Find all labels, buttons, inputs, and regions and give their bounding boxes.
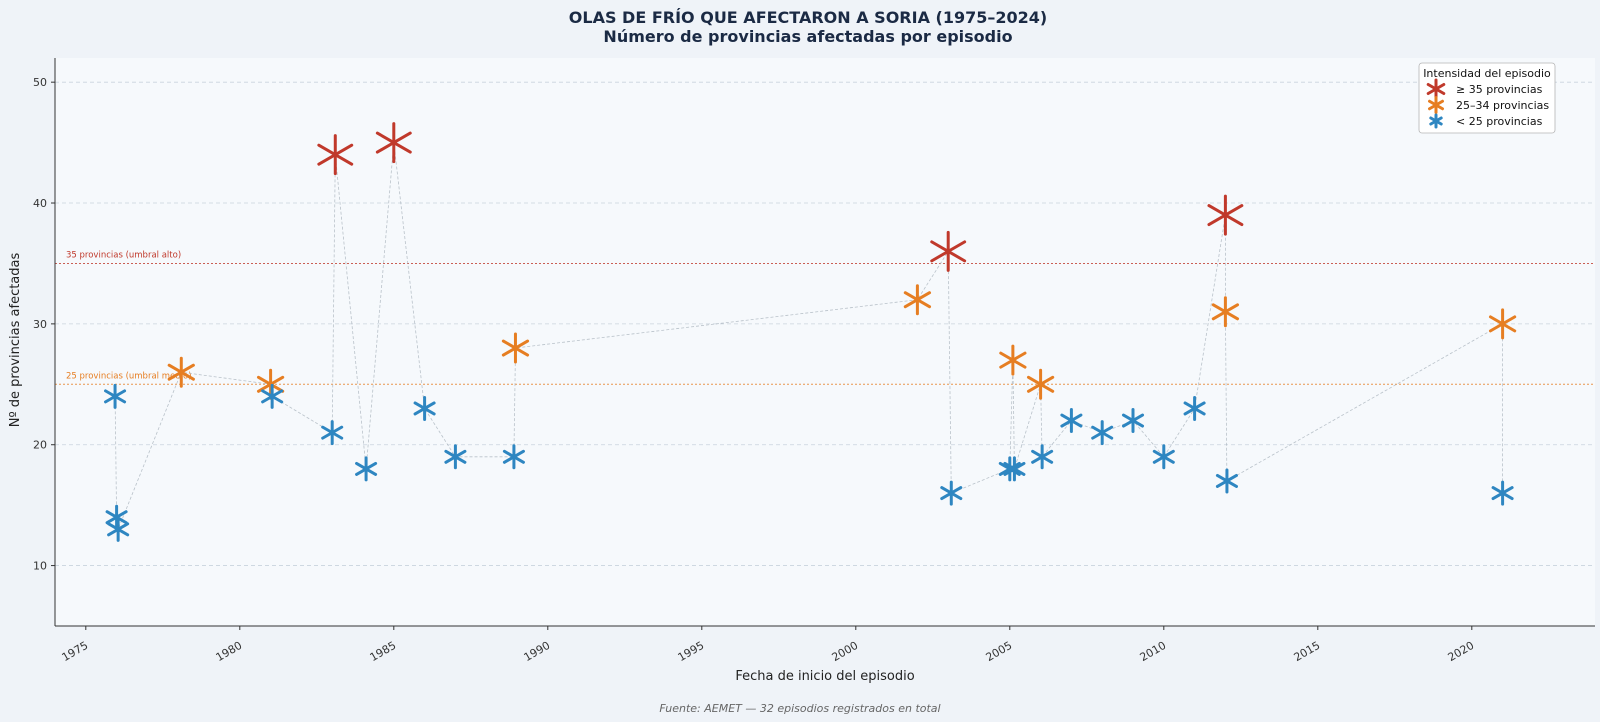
data-point-low: [1215, 468, 1238, 494]
x-tick-label: 2005: [984, 639, 1015, 664]
data-point-mid: [501, 332, 530, 364]
y-tick-label: 50: [33, 76, 47, 89]
legend-label: 25–34 provincias: [1456, 99, 1549, 112]
data-point-low: [1121, 408, 1145, 434]
reference-line-label: 25 provincias (umbral medio): [66, 371, 192, 381]
data-point-mid: [1211, 296, 1240, 328]
data-point-low: [321, 420, 344, 446]
grid: [55, 81, 1595, 566]
x-tick-label: 2020: [1446, 639, 1477, 664]
y-axis-ticks: 10 20 30 40 50: [33, 76, 55, 573]
data-point-low: [261, 383, 284, 409]
x-tick-label: 1980: [214, 639, 245, 664]
data-point-low: [1003, 456, 1026, 482]
data-point-low: [1060, 408, 1083, 434]
data-point-high: [375, 122, 412, 164]
legend: Intensidad del episodio ≥ 35 provincias 25…: [1418, 62, 1556, 134]
data-point-low: [1491, 480, 1514, 506]
y-tick-label: 10: [33, 560, 47, 573]
data-points: [104, 122, 1517, 542]
y-tick-label: 20: [33, 439, 47, 452]
x-tick-label: 1990: [522, 639, 553, 664]
data-point-mid: [256, 368, 285, 400]
plot-background: [55, 58, 1595, 626]
y-axis-label: Nº de provincias afectadas: [8, 253, 23, 428]
data-point-mid: [1026, 368, 1055, 400]
data-point-low: [104, 383, 127, 409]
legend-box: [1418, 62, 1556, 134]
data-point-low: [1183, 395, 1206, 421]
chart-title: OLAS DE FRÍO QUE AFECTARON A SORIA (1975…: [569, 8, 1047, 27]
footer-source: Fuente: AEMET — 32 episodios registrados…: [659, 702, 940, 715]
legend-marker: [1428, 96, 1444, 114]
data-point-low: [105, 504, 128, 530]
data-point-low: [940, 480, 963, 506]
x-axis-label: Fecha de inicio del episodio: [735, 669, 914, 684]
x-tick-label: 1995: [676, 639, 707, 664]
data-point-low: [355, 456, 378, 482]
data-point-high: [930, 230, 967, 272]
x-tick-label: 2015: [1292, 639, 1323, 664]
data-point-mid: [167, 356, 195, 388]
reference-lines: 35 provincias (umbral alto) 25 provincias…: [55, 250, 1595, 385]
data-point-low: [444, 444, 467, 470]
data-point-high: [1207, 194, 1244, 236]
legend-marker: [1429, 113, 1443, 129]
data-point-low: [1152, 444, 1175, 470]
data-point-low: [413, 395, 436, 421]
legend-title: Intensidad del episodio: [1423, 67, 1551, 80]
legend-label: ≥ 35 provincias: [1456, 83, 1543, 96]
data-point-low: [1031, 444, 1054, 470]
legend-label: < 25 provincias: [1456, 115, 1543, 128]
x-axis-ticks: 1975 1980 1985 1990 1995 2000 2005 2010 2015 2020: [60, 626, 1477, 664]
x-tick-label: 1985: [368, 639, 399, 664]
legend-marker: [1426, 78, 1446, 100]
y-tick-label: 40: [33, 197, 47, 210]
data-point-mid: [999, 344, 1027, 376]
x-tick-label: 1975: [60, 639, 91, 664]
y-tick-label: 30: [33, 318, 47, 331]
x-tick-label: 2010: [1138, 639, 1169, 664]
x-tick-label: 2000: [830, 639, 861, 664]
data-point-mid: [903, 284, 932, 316]
data-point-low: [1091, 420, 1114, 446]
data-point-low: [998, 456, 1021, 482]
reference-line-label: 35 provincias (umbral alto): [66, 250, 181, 260]
chart-subtitle: Número de provincias afectadas por episo…: [603, 27, 1012, 46]
data-point-high: [317, 134, 354, 176]
data-point-mid: [1488, 308, 1517, 340]
data-point-low: [502, 444, 525, 470]
data-point-low: [107, 516, 130, 542]
